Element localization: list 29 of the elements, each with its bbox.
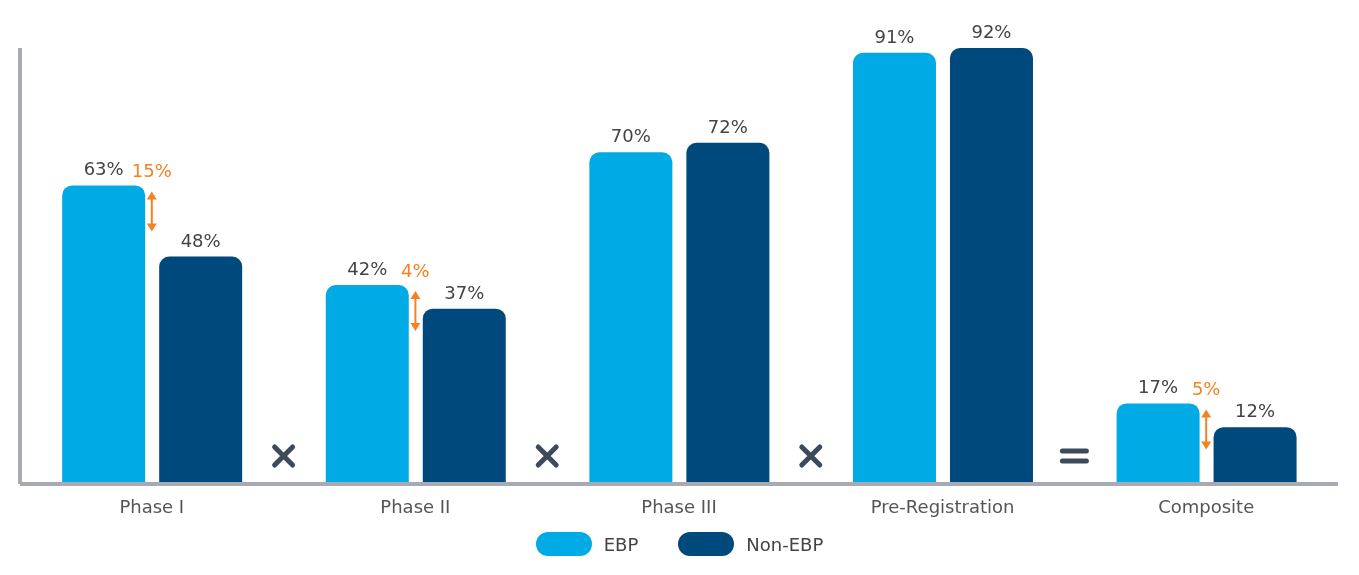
legend-label: EBP [603, 533, 639, 555]
bar [159, 256, 243, 484]
bar [62, 185, 146, 484]
annotation: 5% [1191, 378, 1221, 400]
x-tick-label: Pre-Registration [870, 495, 1015, 517]
x-tick-label: Phase II [380, 495, 451, 517]
bar [589, 152, 673, 484]
x-tick-label: Phase III [641, 495, 717, 517]
data-label: 12% [1235, 400, 1276, 422]
legend-label: Non-EBP [746, 533, 824, 555]
bar [852, 52, 936, 484]
data-label: 63% [83, 158, 124, 180]
bar [686, 142, 770, 484]
data-label: 17% [1138, 376, 1179, 398]
annotation: 15% [131, 160, 172, 182]
data-label: 72% [707, 115, 748, 137]
data-label: 42% [347, 257, 388, 279]
annotation: 4% [401, 259, 430, 281]
bar [949, 48, 1033, 484]
bar [325, 284, 409, 484]
data-label: 48% [180, 229, 221, 251]
x-tick-label: Composite [1158, 495, 1255, 517]
x-tick-label: Phase I [119, 495, 185, 517]
data-label: 70% [610, 125, 651, 147]
bar [1213, 427, 1297, 484]
data-label: 37% [444, 281, 485, 303]
data-label: 92% [971, 21, 1012, 42]
bar [422, 308, 506, 484]
data-label: 91% [874, 25, 915, 47]
